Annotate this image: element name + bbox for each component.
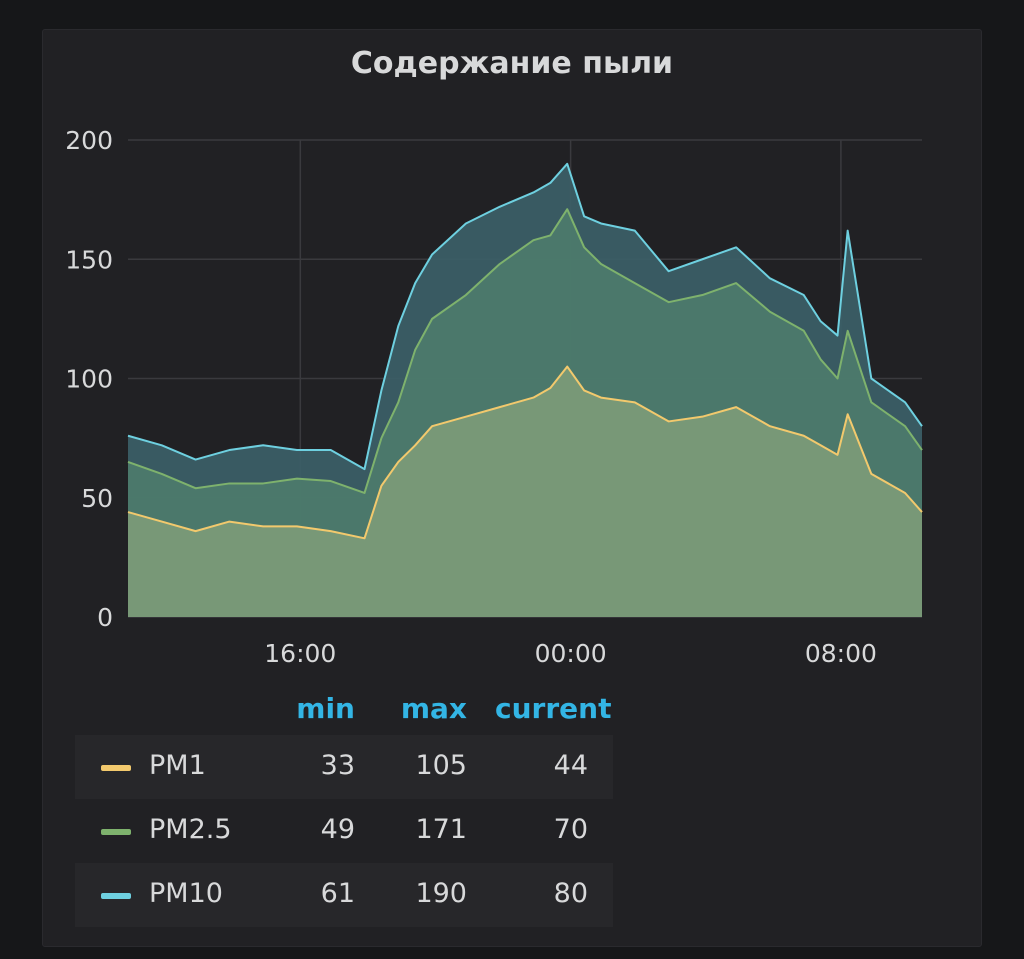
legend-header-max[interactable]: max	[400, 692, 467, 725]
legend-max-value: 171	[415, 814, 467, 845]
legend-swatch-pm10[interactable]	[101, 893, 131, 899]
legend-max-value: 105	[415, 750, 467, 781]
legend-min-value: 33	[320, 750, 355, 781]
legend-row-pm1[interactable]: PM1 33 105 44	[75, 735, 613, 799]
legend-min-value: 49	[320, 814, 355, 845]
panel-title[interactable]: Содержание пыли	[350, 46, 674, 81]
legend-current-value: 70	[553, 814, 588, 845]
legend-series-name[interactable]: PM1	[149, 750, 206, 781]
legend-swatch-pm2-5[interactable]	[101, 829, 131, 835]
legend-swatch-pm1[interactable]	[101, 765, 131, 771]
legend-max-value: 190	[415, 878, 467, 909]
legend-current-value: 80	[553, 878, 588, 909]
legend-header: min max current	[75, 690, 613, 735]
legend-series-name[interactable]: PM10	[149, 878, 223, 909]
legend-series-name[interactable]: PM2.5	[149, 814, 232, 845]
legend-current-value: 44	[553, 750, 588, 781]
legend-header-current[interactable]: current	[495, 692, 612, 725]
legend-row-pm10[interactable]: PM10 61 190 80	[75, 863, 613, 927]
legend-row-pm2-5[interactable]: PM2.5 49 171 70	[75, 799, 613, 863]
legend-min-value: 61	[320, 878, 355, 909]
legend-table: min max current PM1 33 105 44 PM2.5 49 1…	[75, 690, 613, 927]
legend-header-min[interactable]: min	[296, 692, 355, 725]
